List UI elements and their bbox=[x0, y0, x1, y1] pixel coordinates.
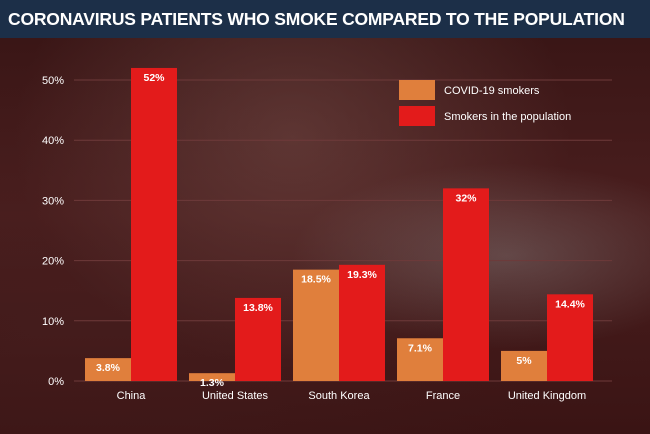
y-tick-label: 50% bbox=[42, 75, 64, 87]
data-label: 5% bbox=[516, 355, 532, 367]
data-label: 7.1% bbox=[408, 342, 433, 354]
data-label: 14.4% bbox=[555, 298, 585, 310]
x-tick-label: United States bbox=[202, 390, 269, 402]
legend-label: Smokers in the population bbox=[444, 111, 571, 123]
data-label: 19.3% bbox=[347, 269, 377, 281]
y-tick-label: 10% bbox=[42, 316, 64, 328]
bar-covid-smokers bbox=[397, 338, 443, 381]
data-label: 13.8% bbox=[243, 302, 273, 314]
bar-covid-smokers bbox=[85, 358, 131, 381]
bar-covid-smokers bbox=[501, 350, 547, 381]
y-tick-label: 20% bbox=[42, 256, 64, 268]
x-tick-label: France bbox=[426, 390, 460, 402]
bar-population-smokers bbox=[339, 264, 385, 381]
x-tick-label: South Korea bbox=[308, 390, 370, 402]
data-label: 3.8% bbox=[96, 362, 121, 374]
chart-title: CORONAVIRUS PATIENTS WHO SMOKE COMPARED … bbox=[0, 0, 650, 38]
y-tick-label: 0% bbox=[48, 376, 64, 388]
bar-population-smokers bbox=[131, 67, 177, 382]
bar-covid-smokers bbox=[189, 373, 235, 381]
y-tick-label: 30% bbox=[42, 195, 64, 207]
data-label: 1.3% bbox=[200, 377, 225, 389]
x-tick-label: China bbox=[117, 390, 147, 402]
bar-covid-smokers bbox=[293, 269, 339, 381]
bar-population-smokers bbox=[443, 188, 489, 381]
legend-swatch bbox=[399, 80, 435, 100]
y-tick-label: 40% bbox=[42, 135, 64, 147]
bar-population-smokers bbox=[547, 294, 593, 381]
bar-population-smokers bbox=[235, 297, 281, 381]
x-tick-label: United Kingdom bbox=[508, 390, 586, 402]
legend-swatch bbox=[399, 106, 435, 126]
data-label: 18.5% bbox=[301, 274, 331, 286]
data-label: 32% bbox=[455, 192, 477, 204]
chart-svg: 0% 10% 20% 30% 40% 50% 3.8% 52% China 1.3% 13.8% Un… bbox=[42, 67, 612, 402]
chart-area: 0% 10% 20% 30% 40% 50% 3.8% 52% China 1.3% 13.8% Un… bbox=[0, 38, 650, 434]
data-label: 52% bbox=[143, 72, 165, 84]
legend-label: COVID-19 smokers bbox=[444, 85, 540, 97]
